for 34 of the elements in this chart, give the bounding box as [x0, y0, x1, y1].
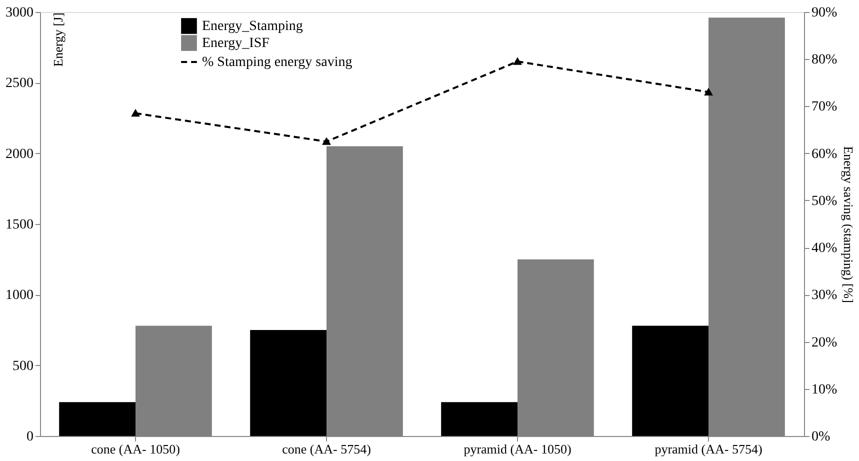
- x-tick-label: cone (AA- 1050): [91, 442, 180, 456]
- y-tick-label: 0: [26, 430, 34, 444]
- bar: [441, 402, 518, 436]
- y-tick-label: 2500: [6, 76, 34, 92]
- point: [514, 58, 522, 65]
- y2-tick-label: 50%: [812, 194, 838, 209]
- point: [704, 88, 712, 96]
- x-tick-label: pyramid (AA- 1050): [464, 442, 572, 456]
- y2-axis-title: Energy saving (stamping) [%]: [841, 146, 856, 303]
- y-tick-label: 2000: [6, 146, 34, 162]
- bar: [632, 326, 708, 436]
- legend-label: Energy_Stamping: [202, 19, 303, 34]
- bar: [59, 402, 136, 436]
- y2-tick-label: 40%: [812, 241, 838, 256]
- y2-tick-label: 10%: [812, 382, 838, 398]
- y2-tick-label: 0%: [812, 430, 830, 444]
- y2-tick-label: 90%: [812, 6, 838, 20]
- y-axis-title: Energy [J]: [50, 12, 66, 67]
- legend-label: % Stamping energy saving: [202, 55, 352, 70]
- y-tick-label: 3000: [6, 6, 34, 20]
- bar: [250, 330, 326, 436]
- y2-tick-label: 80%: [812, 52, 838, 68]
- y2-tick-label: 70%: [812, 100, 838, 115]
- point: [132, 110, 140, 117]
- y2-tick-label: 20%: [812, 335, 838, 350]
- y-tick-label: 500: [12, 358, 34, 374]
- x-tick-label: pyramid (AA- 5754): [654, 442, 762, 456]
- y-tick-label: 1500: [6, 218, 34, 232]
- y2-tick-label: 60%: [812, 146, 838, 162]
- y2-tick-label: 30%: [812, 288, 838, 304]
- x-tick-label: cone (AA- 5754): [282, 442, 371, 456]
- point: [322, 138, 330, 145]
- y-tick-label: 1000: [6, 288, 34, 304]
- legend-label: Energy_ISF: [202, 36, 270, 51]
